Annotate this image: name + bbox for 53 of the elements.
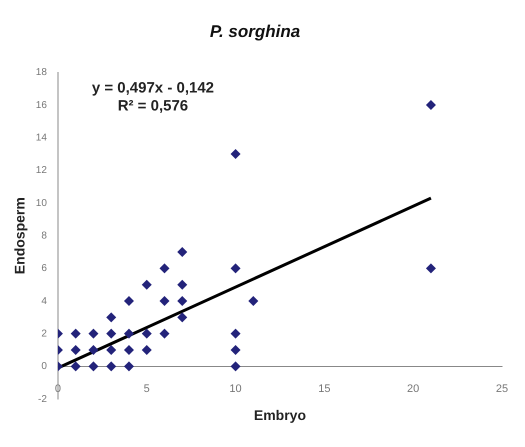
point — [106, 361, 116, 372]
point — [70, 345, 81, 356]
point — [426, 100, 436, 110]
point — [160, 296, 170, 306]
point — [426, 263, 436, 274]
point — [106, 312, 116, 322]
point — [177, 296, 188, 306]
point — [160, 263, 170, 274]
x-tick-label: 15 — [318, 382, 330, 395]
point — [106, 345, 116, 356]
point — [142, 328, 152, 339]
y-tick-label: 18 — [36, 67, 48, 78]
annotation: y = 0,497x - 0,142 — [92, 79, 214, 96]
point — [230, 345, 241, 356]
point — [70, 328, 81, 339]
y-tick-label: 16 — [36, 100, 48, 111]
y-tick-label: 14 — [36, 132, 48, 144]
point — [88, 345, 98, 356]
point — [124, 328, 134, 339]
y-tick-label: 4 — [41, 296, 48, 307]
y-tick-label: 10 — [36, 198, 48, 209]
point — [142, 345, 152, 356]
point — [177, 312, 188, 322]
y-tick-label: 8 — [41, 230, 48, 242]
point — [70, 361, 81, 372]
y-tick-label: 6 — [41, 263, 48, 274]
point — [230, 149, 241, 160]
y-tick-label: 2 — [41, 328, 48, 340]
point — [124, 296, 134, 306]
point — [142, 280, 152, 290]
x-axis-title: Embryo — [254, 406, 306, 423]
point — [230, 361, 241, 372]
point — [177, 247, 188, 258]
point — [230, 328, 241, 339]
y-tick-label: -2 — [38, 394, 48, 405]
y-tick-label: 0 — [41, 361, 48, 372]
annotation: R² = 0,576 — [118, 97, 188, 114]
point — [88, 328, 98, 339]
point — [160, 328, 170, 339]
point — [124, 345, 134, 356]
point — [230, 263, 241, 274]
x-tick-label: 5 — [144, 382, 150, 395]
chart-title: P. sorghina — [210, 22, 300, 41]
point — [248, 296, 258, 306]
y-tick-label: 12 — [36, 165, 48, 176]
point — [106, 328, 116, 339]
x-tick-label: 20 — [407, 382, 420, 395]
x-tick-label: 25 — [496, 382, 508, 395]
point — [124, 361, 134, 372]
y-axis-title: Endosperm — [11, 197, 28, 274]
point — [88, 361, 98, 372]
x-tick-label: 10 — [229, 382, 242, 395]
point — [177, 280, 188, 290]
